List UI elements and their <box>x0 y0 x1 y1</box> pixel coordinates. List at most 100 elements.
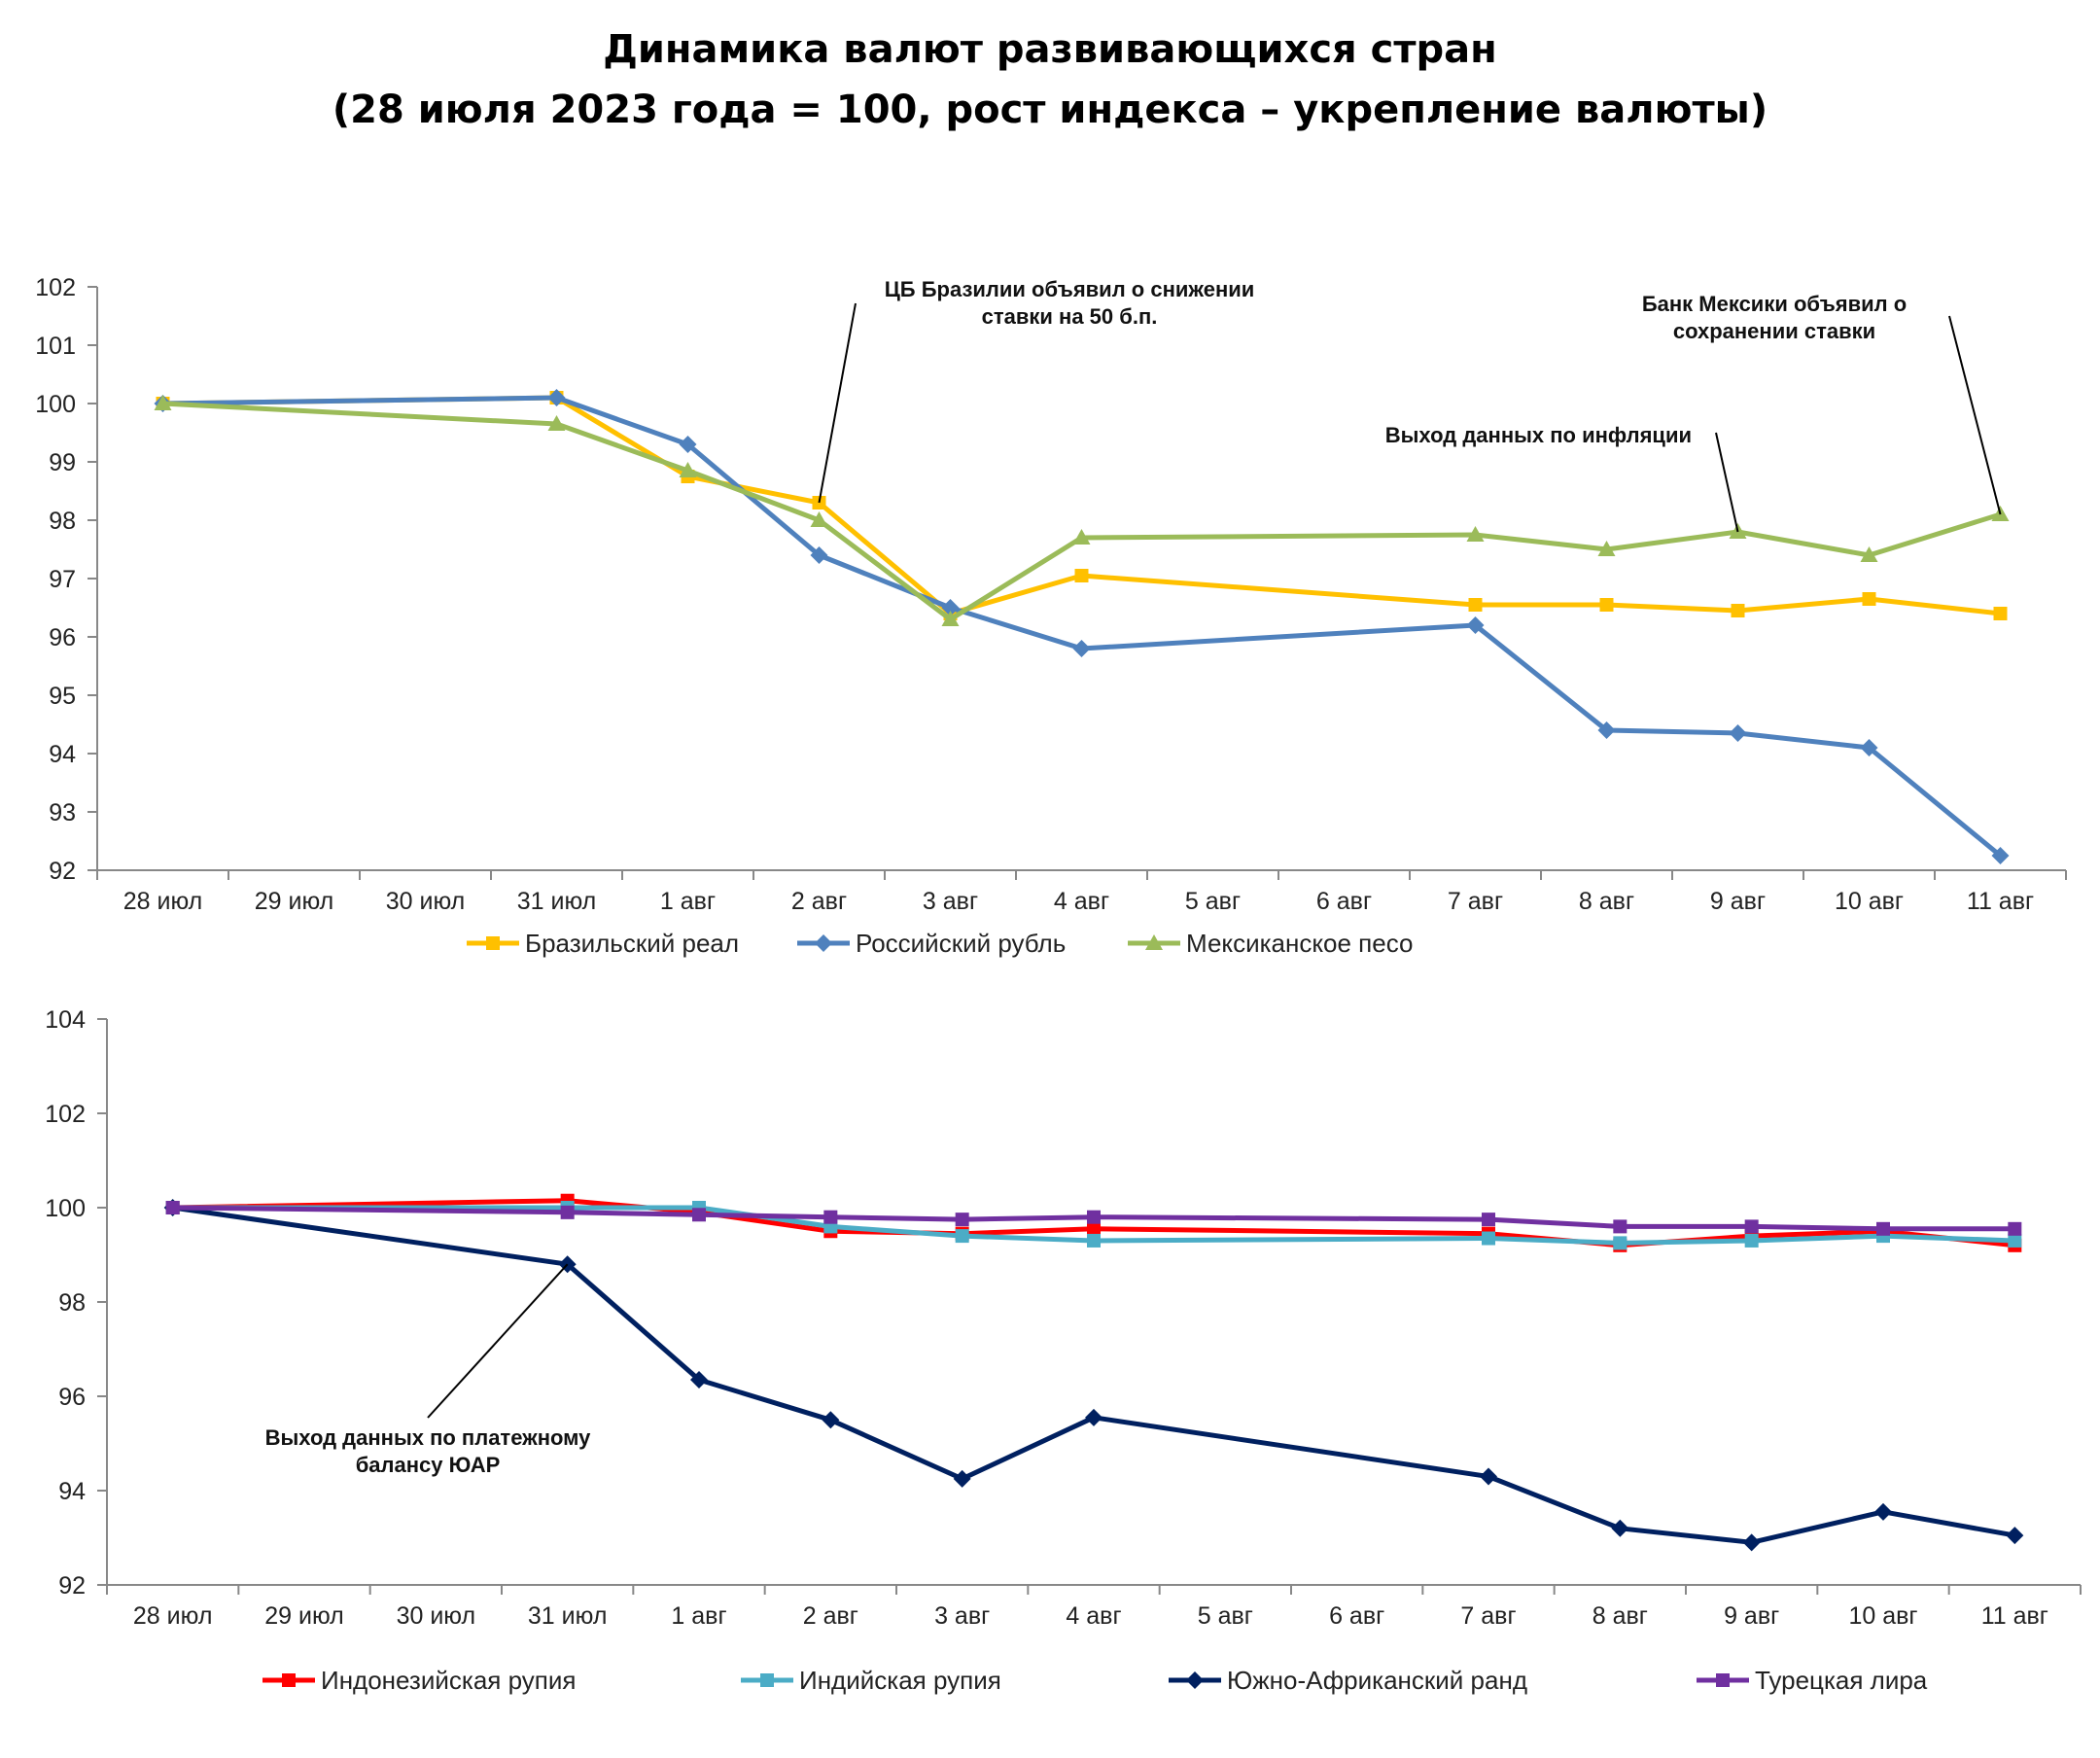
data-point-1-2 <box>1729 724 1747 742</box>
x-tick-label: 7 авг <box>1448 888 1503 915</box>
data-point-1-3 <box>154 395 172 410</box>
data-point-1-1 <box>1468 598 1483 612</box>
chart-1: 92 93 94 95 96 97 98 99 100 101 102 28 июл 29 июл 30 … <box>35 274 2067 958</box>
y-tick-label: 102 <box>35 274 76 301</box>
y-tick-label: 97 <box>49 566 76 593</box>
legend-marker <box>1186 1671 1204 1689</box>
x-tick-label: 29 июл <box>255 888 334 915</box>
x-tick-label: 9 авг <box>1710 888 1766 915</box>
data-point-1-3 <box>1860 546 1878 562</box>
data-point-1-1 <box>1074 569 1089 582</box>
y-tick-label: 99 <box>49 449 76 476</box>
x-tick-label: 8 авг <box>1592 1602 1648 1630</box>
legend-marker <box>1716 1673 1730 1687</box>
x-tick-label: 28 июл <box>133 1602 213 1630</box>
x-tick-label: 30 июл <box>386 888 466 915</box>
data-point-2-3 <box>1480 1467 1497 1486</box>
legend-marker <box>486 936 500 950</box>
x-tick-label: 2 авг <box>791 888 847 915</box>
data-point-2-4 <box>2008 1221 2022 1236</box>
data-point-1-2 <box>1072 640 1091 657</box>
data-point-1-1 <box>1599 598 1614 612</box>
x-tick-label: 31 июл <box>517 888 597 915</box>
data-point-1-2 <box>547 389 566 406</box>
data-point-2-4 <box>955 1213 969 1227</box>
data-point-1-3 <box>941 611 960 626</box>
legend-marker <box>282 1673 296 1687</box>
annotation-text: сохранении ставки <box>1673 319 1875 343</box>
data-point-2-2 <box>1744 1233 1759 1248</box>
data-point-2-4 <box>165 1201 180 1214</box>
annotation-text: ЦБ Бразилии объявил о снижении <box>885 277 1255 301</box>
data-point-1-3 <box>1597 541 1616 556</box>
legend-label: Индийская рупия <box>799 1666 1001 1695</box>
legend-marker <box>760 1673 774 1687</box>
y-tick-label: 102 <box>45 1101 86 1128</box>
legend-label: Мексиканское песо <box>1186 929 1413 958</box>
legend-label: Южно-Африканский ранд <box>1227 1666 1527 1695</box>
data-point-2-4 <box>1482 1213 1495 1227</box>
annotation-text: балансу ЮАР <box>356 1453 501 1477</box>
data-point-1-2 <box>1466 616 1485 634</box>
x-tick-label: 30 июл <box>397 1602 476 1630</box>
data-point-1-3 <box>810 511 828 527</box>
annotation-text: Выход данных по инфляции <box>1385 423 1692 447</box>
data-point-2-4 <box>1744 1219 1759 1234</box>
legend-label: Турецкая лира <box>1755 1666 1928 1695</box>
data-point-2-4 <box>560 1205 575 1219</box>
data-point-1-1 <box>1862 592 1876 606</box>
y-tick-label: 101 <box>35 333 76 360</box>
annotation-leader-line <box>818 302 857 504</box>
y-tick-label: 94 <box>49 741 76 768</box>
y-tick-label: 100 <box>45 1195 86 1222</box>
data-point-1-2 <box>1597 721 1616 739</box>
data-point-1-2 <box>679 436 697 453</box>
data-point-2-4 <box>1613 1219 1628 1234</box>
y-tick-label: 93 <box>49 799 76 826</box>
data-point-2-3 <box>1874 1502 1892 1521</box>
data-point-1-2 <box>810 546 828 564</box>
x-tick-label: 11 авг <box>1981 1602 2048 1630</box>
x-tick-label: 4 авг <box>1066 1602 1121 1630</box>
y-tick-label: 98 <box>49 508 76 535</box>
annotation-leader-line <box>1948 315 2002 515</box>
x-tick-label: 6 авг <box>1316 888 1372 915</box>
y-tick-label: 96 <box>58 1384 86 1411</box>
chart-title-line2: (28 июля 2023 года = 100, рост индекса –… <box>332 88 1768 132</box>
y-tick-label: 100 <box>35 391 76 418</box>
data-point-2-2 <box>2008 1233 2022 1248</box>
x-tick-label: 10 авг <box>1835 888 1904 915</box>
series-line-1-2 <box>162 395 2003 858</box>
chart-2: 92 94 96 98 100 102 104 28 июл 29 июл 30 июл 31 ию… <box>45 1006 2082 1695</box>
data-point-2-3 <box>2006 1527 2024 1545</box>
annotation-text: ставки на 50 б.п. <box>982 304 1158 329</box>
data-point-1-2 <box>1860 739 1878 756</box>
data-point-2-3 <box>1085 1408 1102 1426</box>
data-point-2-4 <box>823 1210 838 1224</box>
y-tick-label: 104 <box>45 1006 86 1034</box>
chart-title-line1: Динамика валют развивающихся стран <box>603 27 1497 72</box>
annotation-text: Банк Мексики объявил о <box>1642 292 1907 316</box>
legend-label: Российский рубль <box>856 929 1066 958</box>
data-point-2-3 <box>1742 1533 1761 1552</box>
legend-marker <box>815 934 832 952</box>
annotation-text: Выход данных по платежному <box>265 1425 592 1450</box>
data-point-2-3 <box>1611 1519 1629 1537</box>
y-tick-label: 96 <box>49 624 76 651</box>
x-tick-label: 10 авг <box>1848 1602 1917 1630</box>
y-tick-label: 92 <box>49 858 76 885</box>
x-tick-label: 7 авг <box>1460 1602 1516 1630</box>
x-tick-label: 1 авг <box>671 1602 726 1630</box>
x-tick-label: 11 авг <box>1967 888 2034 915</box>
data-point-1-2 <box>1991 847 2010 864</box>
data-point-2-2 <box>955 1229 969 1244</box>
data-point-2-3 <box>690 1371 708 1389</box>
data-point-1-2 <box>941 599 960 616</box>
data-point-2-4 <box>1876 1221 1890 1236</box>
data-point-2-2 <box>1482 1231 1495 1246</box>
data-point-2-2 <box>1087 1233 1101 1248</box>
y-tick-label: 98 <box>58 1289 86 1317</box>
data-point-2-1 <box>1087 1221 1101 1236</box>
data-point-2-3 <box>822 1411 840 1429</box>
